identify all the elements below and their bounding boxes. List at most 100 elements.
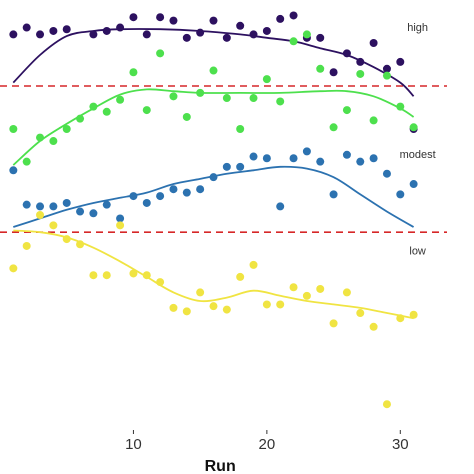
series-3-point bbox=[396, 190, 405, 199]
series-2 bbox=[9, 30, 418, 166]
band-label-high: high bbox=[407, 22, 428, 34]
series-4-point bbox=[396, 314, 405, 323]
x-axis: 10 20 30 bbox=[125, 430, 409, 453]
series-1-point bbox=[102, 26, 111, 35]
series-2-smooth-line bbox=[12, 88, 415, 166]
series-1-point bbox=[356, 57, 365, 66]
series-4-point bbox=[129, 269, 138, 278]
series-2-point bbox=[89, 102, 98, 111]
series-4-point bbox=[289, 283, 298, 292]
series-4-point bbox=[196, 288, 205, 297]
series-4-point bbox=[182, 307, 191, 316]
series-3-point bbox=[196, 185, 205, 194]
series-2-point bbox=[222, 94, 231, 103]
series-4-point bbox=[102, 271, 111, 280]
series-1-point bbox=[182, 33, 191, 42]
x-tick-label: 10 bbox=[125, 436, 142, 453]
series-4-point bbox=[342, 288, 351, 297]
series-1-point bbox=[9, 30, 18, 39]
series-1-point bbox=[289, 11, 298, 20]
x-tick-label: 30 bbox=[392, 436, 409, 453]
series-4-point bbox=[116, 221, 125, 230]
series-2-point bbox=[209, 66, 218, 75]
series-1-point bbox=[62, 25, 71, 34]
series-4-point bbox=[49, 221, 58, 230]
series-2-point bbox=[182, 112, 191, 121]
series-3-point bbox=[89, 209, 98, 218]
series-1-point bbox=[116, 23, 125, 32]
series-2-point bbox=[142, 106, 151, 115]
series-2-point bbox=[396, 102, 405, 111]
series-2-point bbox=[249, 94, 258, 103]
series-1-point bbox=[129, 13, 138, 22]
series-2-point bbox=[169, 92, 178, 101]
series-3-point bbox=[182, 188, 191, 197]
series-4-point bbox=[9, 264, 18, 273]
series-3-point bbox=[169, 185, 178, 194]
series-1-point bbox=[276, 14, 285, 23]
series-1-point bbox=[249, 30, 258, 39]
series-4-point bbox=[409, 310, 418, 319]
series-2-point bbox=[116, 95, 125, 104]
series-2-point bbox=[302, 30, 311, 39]
series-2-point bbox=[369, 116, 378, 125]
series-4-point bbox=[76, 240, 85, 249]
band-label-low: low bbox=[409, 246, 426, 258]
series-3-point bbox=[276, 202, 285, 211]
series-1-point bbox=[369, 39, 378, 47]
x-tick-label: 20 bbox=[259, 436, 276, 453]
series-2-point bbox=[342, 106, 351, 115]
series-3-point bbox=[329, 190, 338, 199]
series-1-point bbox=[142, 30, 151, 39]
series-1-point bbox=[22, 23, 31, 32]
series-4-point bbox=[382, 400, 391, 409]
series-1-point bbox=[222, 33, 231, 42]
series-1-point bbox=[236, 21, 245, 30]
series-3-point bbox=[289, 154, 298, 163]
series-3-point bbox=[369, 154, 378, 163]
series-4-point bbox=[369, 322, 378, 331]
series-4-point bbox=[236, 272, 245, 281]
series-4-point bbox=[62, 235, 71, 244]
series-1-point bbox=[209, 16, 218, 25]
series-2-point bbox=[196, 88, 205, 97]
series-1-point bbox=[342, 49, 351, 58]
series-3-point bbox=[116, 214, 125, 223]
series-3-point bbox=[356, 157, 365, 166]
series-2-point bbox=[156, 49, 165, 58]
series-4-point bbox=[222, 305, 231, 314]
series-2-point bbox=[236, 125, 245, 133]
series-4-point bbox=[36, 211, 45, 219]
series-2-point bbox=[102, 107, 111, 116]
series-2-point bbox=[289, 37, 298, 46]
series-1-point bbox=[196, 28, 205, 37]
series-4-point bbox=[89, 271, 98, 280]
series-4-point bbox=[22, 241, 31, 250]
series-4 bbox=[9, 211, 418, 409]
series-4-point bbox=[276, 300, 285, 309]
series-3-point bbox=[62, 198, 71, 207]
series-2-point bbox=[76, 114, 85, 123]
plot-area: high modest low bbox=[0, 11, 447, 409]
series-3-point bbox=[249, 152, 258, 161]
series-1-point bbox=[262, 26, 271, 35]
series-3-point bbox=[156, 192, 165, 201]
series-3-point bbox=[22, 200, 31, 209]
series-3-point bbox=[36, 202, 45, 211]
series-4-point bbox=[209, 302, 218, 311]
series-3-point bbox=[316, 157, 325, 166]
series-3-point bbox=[49, 202, 58, 211]
series-1-point bbox=[316, 33, 325, 42]
series-1-point bbox=[382, 64, 391, 73]
series-4-point bbox=[142, 271, 151, 280]
x-axis-title: Run bbox=[205, 458, 236, 474]
series-2-point bbox=[62, 125, 71, 133]
series-3-point bbox=[236, 162, 245, 171]
series-3-point bbox=[222, 162, 231, 171]
series-4-point bbox=[169, 303, 178, 312]
series-1-smooth-line bbox=[12, 28, 415, 97]
series-2-point bbox=[356, 69, 365, 78]
series-3-point bbox=[9, 166, 18, 175]
series-2-point bbox=[409, 123, 418, 132]
series-3-point bbox=[409, 180, 418, 189]
